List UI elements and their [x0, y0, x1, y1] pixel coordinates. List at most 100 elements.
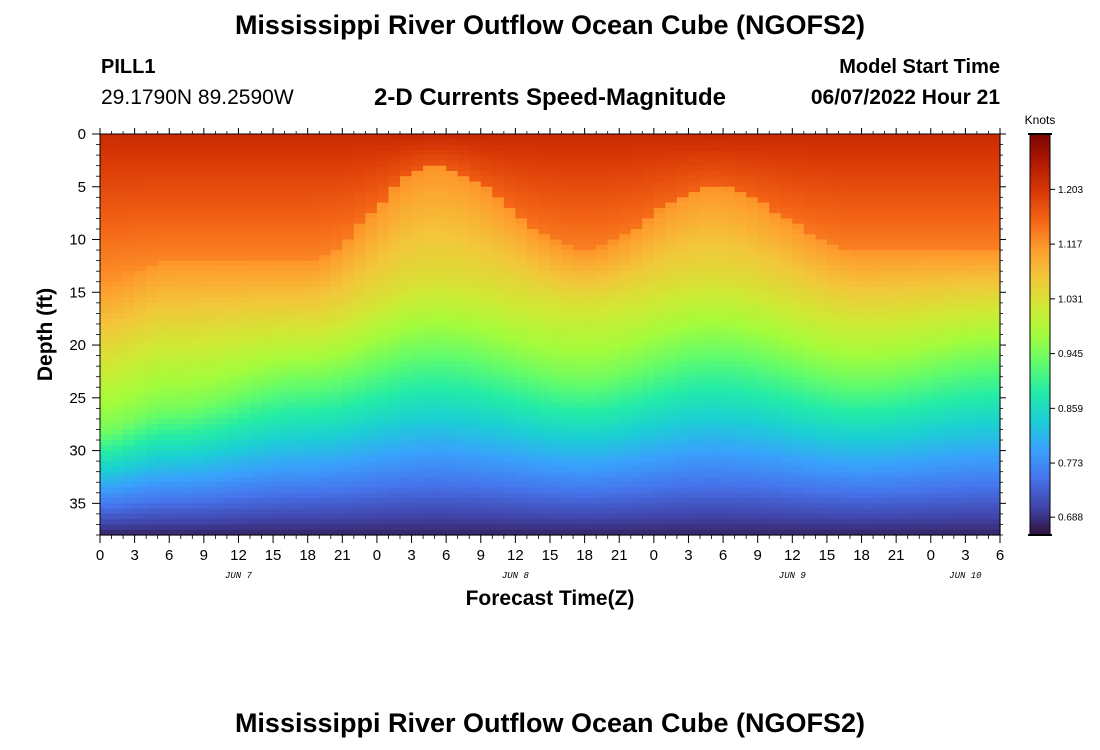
heatmap-cell [261, 418, 274, 425]
heatmap-cell [469, 250, 482, 256]
heatmap-cell [423, 445, 436, 452]
heatmap-cell [757, 450, 770, 457]
heatmap-cell [284, 397, 297, 404]
heatmap-chart: 0 3 6 9 12 15 18 21 0 3 6 9 12 15 18 21 0 3 6 9 12 15 18 21 0 3 6J… [34, 113, 1083, 610]
heatmap-cell [561, 487, 574, 494]
heatmap-cell [757, 292, 770, 299]
heatmap-cell [792, 418, 805, 425]
heatmap-cell [469, 292, 482, 299]
heatmap-cell [573, 250, 586, 256]
heatmap-cell [203, 440, 216, 446]
heatmap-cell [561, 144, 574, 151]
heatmap-cell [446, 424, 459, 431]
heatmap-cell [792, 165, 805, 172]
heatmap-cell [665, 181, 678, 188]
heatmap-cell [157, 445, 170, 452]
heatmap-cell [630, 139, 643, 146]
heatmap-cell [388, 445, 401, 452]
heatmap-cell [573, 297, 586, 304]
heatmap-cell [296, 207, 309, 214]
heatmap-cell [192, 424, 205, 431]
heatmap-cell [607, 371, 620, 378]
heatmap-cell [157, 323, 170, 330]
heatmap-cell [434, 450, 447, 457]
heatmap-cell [100, 466, 113, 473]
heatmap-cell [457, 192, 470, 198]
heatmap-cell [503, 418, 516, 425]
heatmap-cell [769, 424, 782, 431]
heatmap-cell [780, 144, 793, 151]
heatmap-cell [665, 371, 678, 378]
heatmap-cell [688, 413, 701, 420]
heatmap-cell [526, 498, 540, 504]
heatmap-cell [469, 482, 482, 489]
heatmap-cell [676, 329, 690, 336]
heatmap-cell [319, 355, 332, 362]
heatmap-cell [261, 450, 274, 457]
heatmap-cell [723, 387, 736, 394]
heatmap-cell [273, 160, 286, 167]
heatmap-cell [434, 160, 447, 167]
heatmap-cell [780, 302, 793, 309]
heatmap-cell [596, 397, 609, 404]
heatmap-cell [353, 202, 366, 209]
heatmap-cell [100, 287, 113, 293]
heatmap-cell [261, 476, 274, 483]
heatmap-cell [411, 529, 424, 536]
heatmap-cell [561, 260, 574, 267]
heatmap-cell [780, 429, 793, 436]
heatmap-cell [307, 461, 320, 468]
heatmap-cell [515, 376, 528, 383]
heatmap-cell [503, 302, 516, 309]
heatmap-cell [157, 192, 170, 198]
heatmap-cell [642, 313, 655, 320]
heatmap-cell [584, 329, 597, 336]
heatmap-cell [573, 165, 586, 172]
heatmap-cell [584, 418, 597, 425]
heatmap-cell [353, 234, 366, 241]
heatmap-cell [596, 476, 609, 483]
heatmap-cell [526, 149, 540, 156]
heatmap-cell [561, 197, 574, 204]
heatmap-cell [215, 429, 228, 436]
heatmap-cell [180, 397, 193, 404]
heatmap-cell [515, 360, 528, 367]
heatmap-cell [515, 250, 528, 256]
heatmap-cell [261, 250, 274, 256]
heatmap-cell [850, 376, 863, 383]
heatmap-cell [803, 366, 816, 373]
heatmap-cell [503, 413, 516, 420]
heatmap-cell [226, 265, 240, 272]
heatmap-cell [619, 318, 632, 325]
heatmap-cell [653, 239, 666, 246]
heatmap-cell [630, 181, 643, 188]
heatmap-cell [711, 339, 724, 346]
heatmap-cell [515, 244, 528, 251]
heatmap-cell [642, 429, 655, 436]
heatmap-cell [607, 244, 620, 251]
heatmap-cell [365, 323, 378, 330]
heatmap-cell [642, 492, 655, 499]
heatmap-cell [838, 213, 851, 220]
heatmap-cell [423, 498, 436, 504]
heatmap-cell [676, 461, 690, 468]
heatmap-cell [792, 160, 805, 167]
heatmap-cell [492, 429, 505, 436]
heatmap-cell [123, 197, 136, 204]
heatmap-cell [353, 292, 366, 299]
heatmap-cell [630, 239, 643, 246]
heatmap-cell [146, 234, 159, 241]
heatmap-cell [746, 234, 759, 241]
heatmap-cell [561, 329, 574, 336]
heatmap-cell [284, 498, 297, 504]
heatmap-cell [123, 186, 136, 193]
heatmap-cell [250, 403, 263, 409]
heatmap-cell [723, 155, 736, 161]
heatmap-cell [619, 313, 632, 320]
heatmap-cell [446, 413, 459, 420]
heatmap-cell [330, 529, 343, 536]
heatmap-cell [434, 192, 447, 198]
heatmap-cell [515, 213, 528, 220]
heatmap-cell [250, 376, 263, 383]
heatmap-cell [561, 345, 574, 351]
